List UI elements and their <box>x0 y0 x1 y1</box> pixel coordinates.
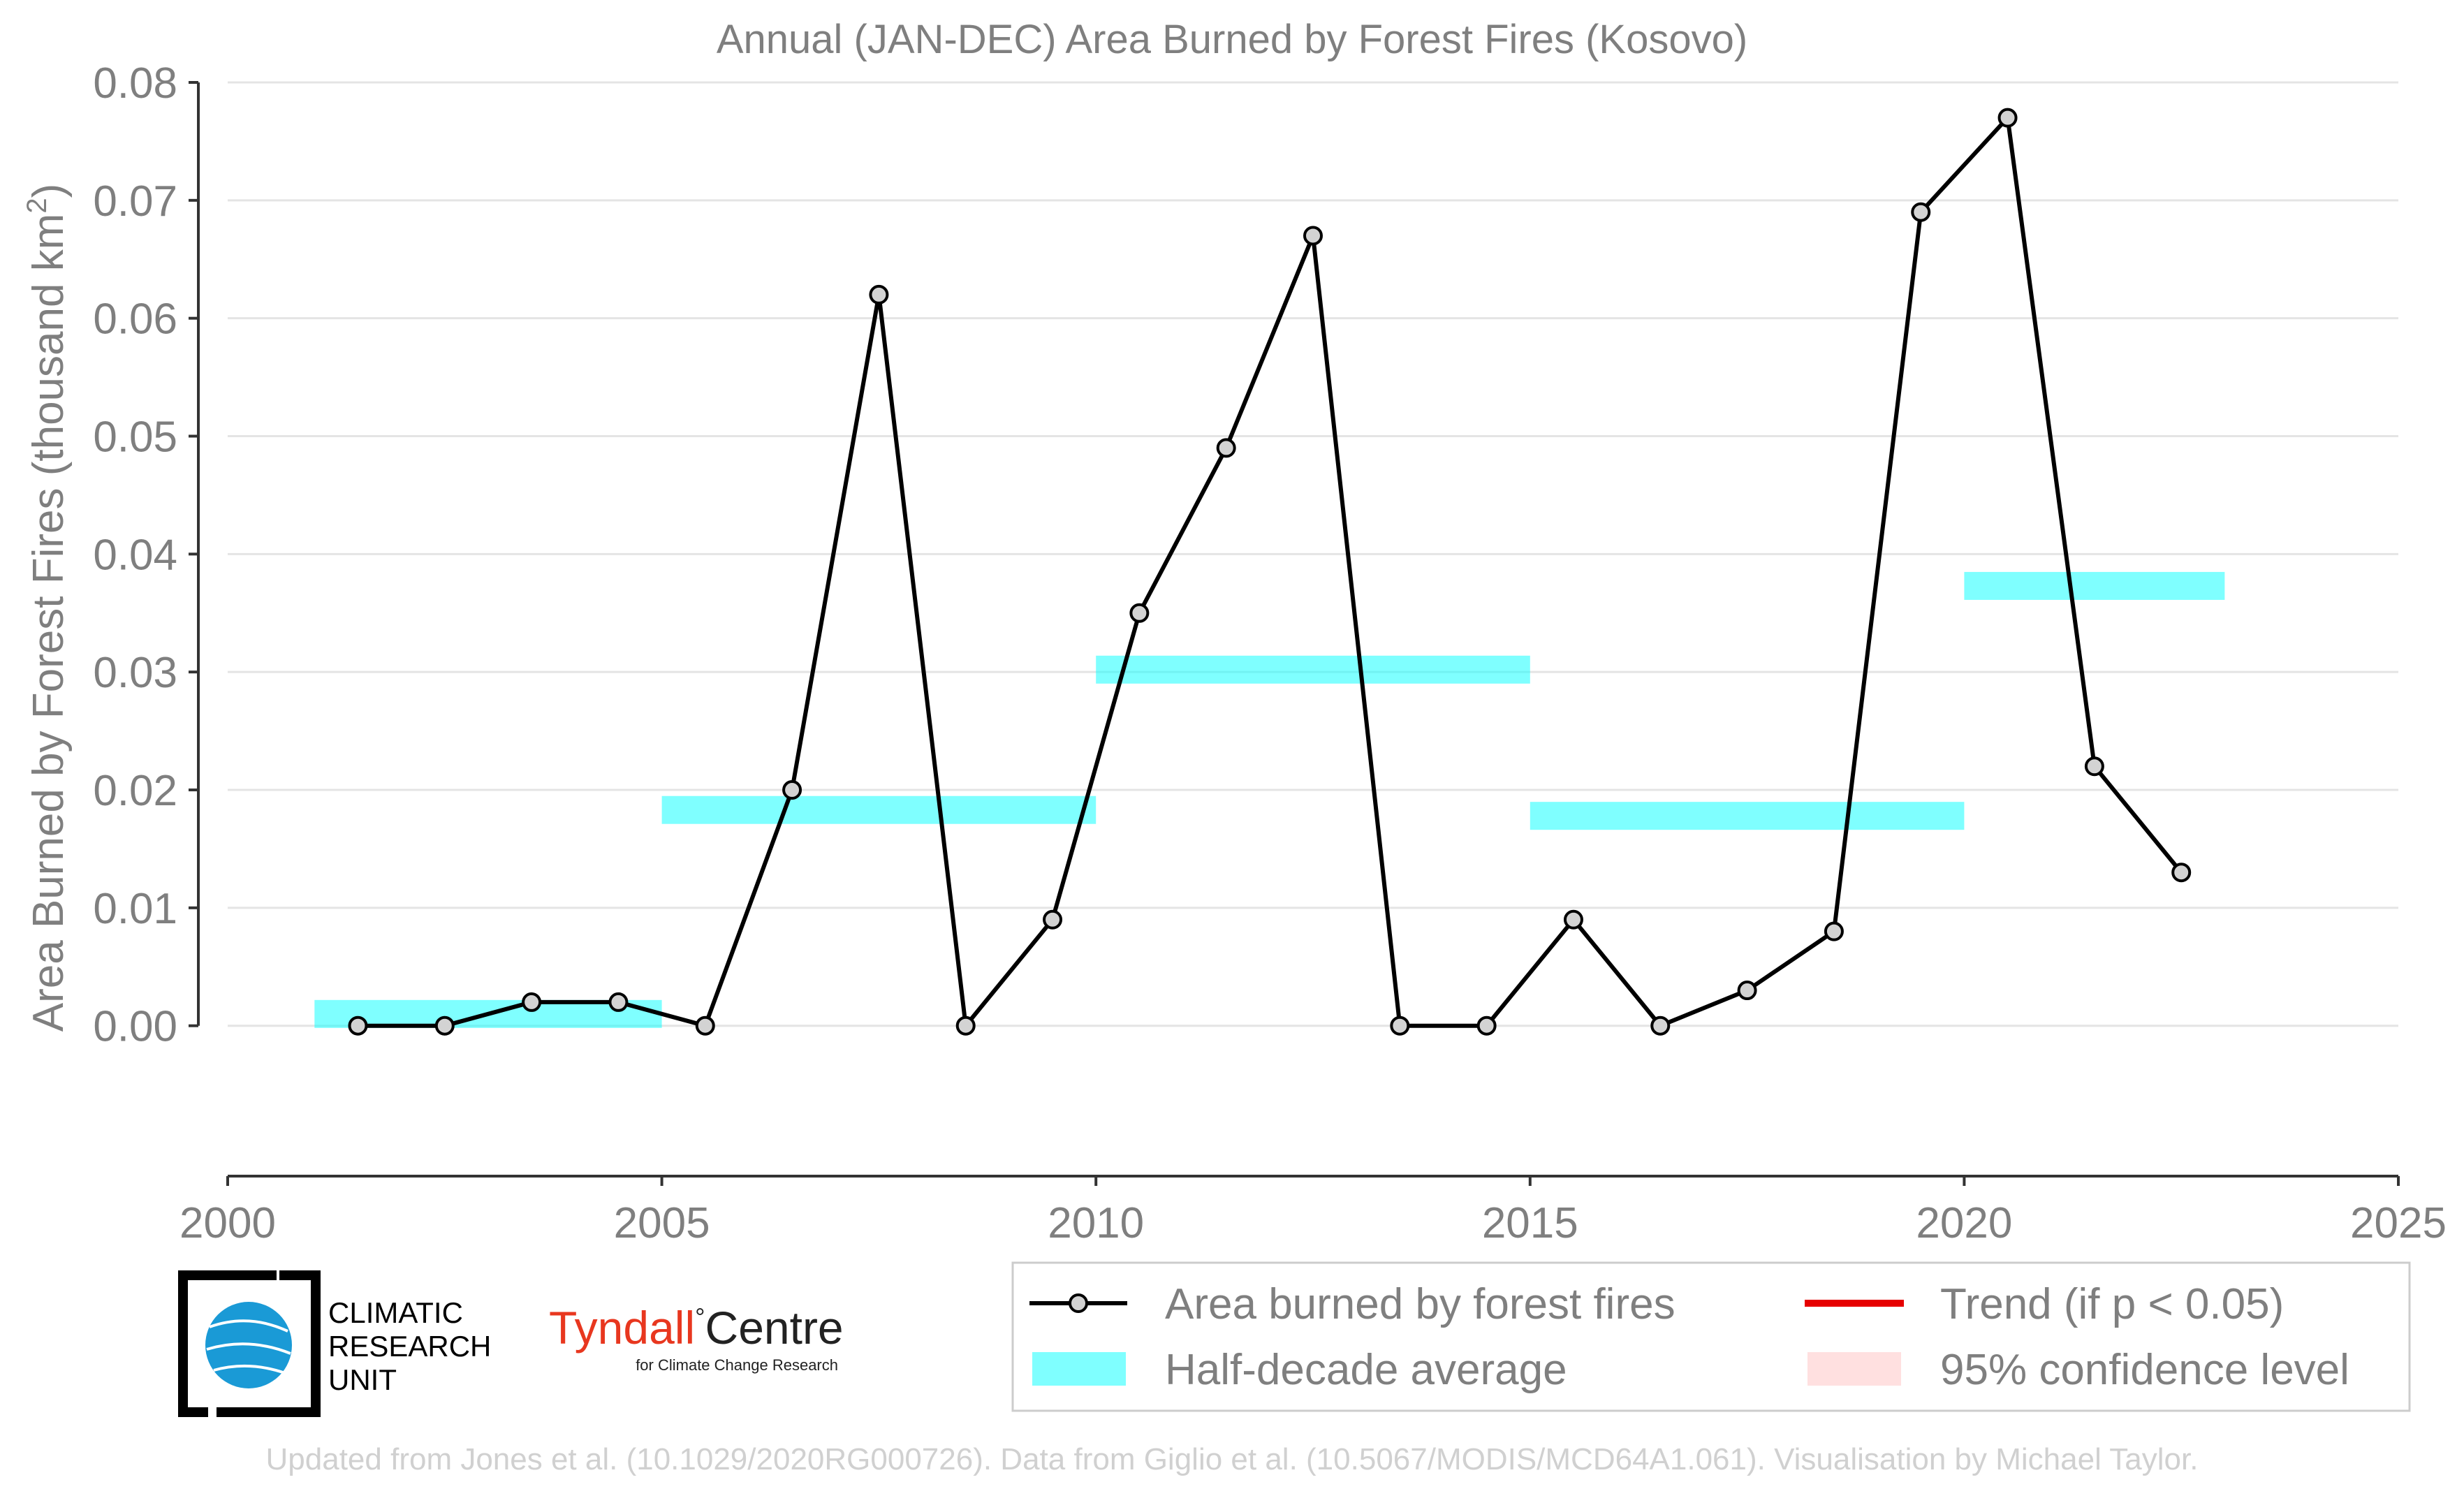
gridlines <box>228 81 2398 1027</box>
half-decade-bar <box>661 795 1097 824</box>
x-tick-label: 2025 <box>2350 1199 2447 1247</box>
series-area-burned <box>348 108 2192 1036</box>
data-point <box>695 1015 715 1036</box>
legend-box <box>1011 1261 2411 1412</box>
series-line <box>358 115 2183 1028</box>
legend-swatch-half-decade <box>1032 1352 1126 1386</box>
legend-label-confidence: 95% confidence level <box>1940 1346 2349 1394</box>
data-point <box>522 992 542 1012</box>
legend-label-series: Area burned by forest fires <box>1165 1280 1675 1328</box>
x-tick-label: 2020 <box>1916 1199 2012 1247</box>
legend-swatch-marker <box>1069 1293 1088 1313</box>
data-point <box>608 992 629 1012</box>
cru-logo-line-3: UNIT <box>328 1363 397 1396</box>
footer-credit: Updated from Jones et al. (10.1029/2020R… <box>266 1442 2199 1476</box>
data-point <box>869 284 889 305</box>
data-point <box>434 1015 455 1036</box>
y-tick-label: 0.03 <box>93 649 177 697</box>
cru-logo-line-1: CLIMATIC <box>328 1296 463 1329</box>
legend-label-trend: Trend (if p < 0.05) <box>1940 1280 2284 1328</box>
data-point <box>1997 108 2018 128</box>
half-decade-average-bands <box>314 571 2225 1028</box>
data-point <box>2084 756 2104 777</box>
data-point <box>782 780 802 800</box>
data-point <box>2171 863 2192 883</box>
axes <box>189 81 2400 1186</box>
data-point <box>955 1015 976 1036</box>
data-point <box>1390 1015 1410 1036</box>
half-decade-bar <box>1964 571 2225 600</box>
legend-label-half-decade: Half-decade average <box>1165 1346 1567 1394</box>
data-point <box>348 1015 368 1036</box>
cru-logo: CLIMATIC RESEARCH UNIT <box>178 1270 491 1417</box>
x-tick-label: 2010 <box>1048 1199 1144 1247</box>
data-point <box>1911 202 1931 222</box>
data-point <box>1824 921 1844 941</box>
y-tick-label: 0.02 <box>93 767 177 815</box>
x-tick-label: 2000 <box>179 1199 276 1247</box>
tyndall-logo: Tyndall°Centre for Climate Change Resear… <box>549 1302 844 1374</box>
y-tick-label: 0.07 <box>93 177 177 226</box>
x-tick-labels: 2000 2005 2010 2015 2020 2025 <box>179 1199 2447 1247</box>
y-tick-label: 0.04 <box>93 531 177 579</box>
legend-swatch-confidence <box>1807 1352 1901 1386</box>
cru-logo-bracket-right <box>217 1270 321 1417</box>
data-point <box>1476 1015 1497 1036</box>
cru-logo-line-2: RESEARCH <box>328 1330 491 1363</box>
legend: Area burned by forest fires Trend (if p … <box>1011 1261 2411 1412</box>
y-tick-label: 0.01 <box>93 885 177 933</box>
data-point <box>1129 603 1150 623</box>
y-tick-label: 0.05 <box>93 413 177 462</box>
chart-title: Annual (JAN-DEC) Area Burned by Forest F… <box>717 17 1747 62</box>
tyndall-subtitle: for Climate Change Research <box>636 1356 838 1374</box>
y-tick-labels: 0.00 0.01 0.02 0.03 0.04 0.05 0.06 0.07 0.08 <box>93 59 177 1051</box>
data-point <box>1650 1015 1671 1036</box>
cru-logo-bracket-left <box>178 1270 277 1417</box>
y-tick-label: 0.00 <box>93 1003 177 1051</box>
x-tick-label: 2005 <box>614 1199 710 1247</box>
data-point <box>1043 909 1063 930</box>
data-point <box>1563 909 1583 930</box>
y-tick-label: 0.06 <box>93 295 177 344</box>
globe-lines <box>206 1319 291 1374</box>
data-point <box>1216 438 1236 458</box>
x-tick-label: 2015 <box>1482 1199 1578 1247</box>
y-axis-label: Area Burned by Forest Fires (thousand km… <box>22 184 73 1032</box>
half-decade-bar <box>1530 802 1965 830</box>
data-point <box>1737 981 1757 1001</box>
tyndall-wordmark: Tyndall°Centre <box>549 1302 844 1354</box>
y-tick-label: 0.08 <box>93 59 177 108</box>
data-point <box>1303 226 1323 246</box>
half-decade-bar <box>1096 655 1530 684</box>
